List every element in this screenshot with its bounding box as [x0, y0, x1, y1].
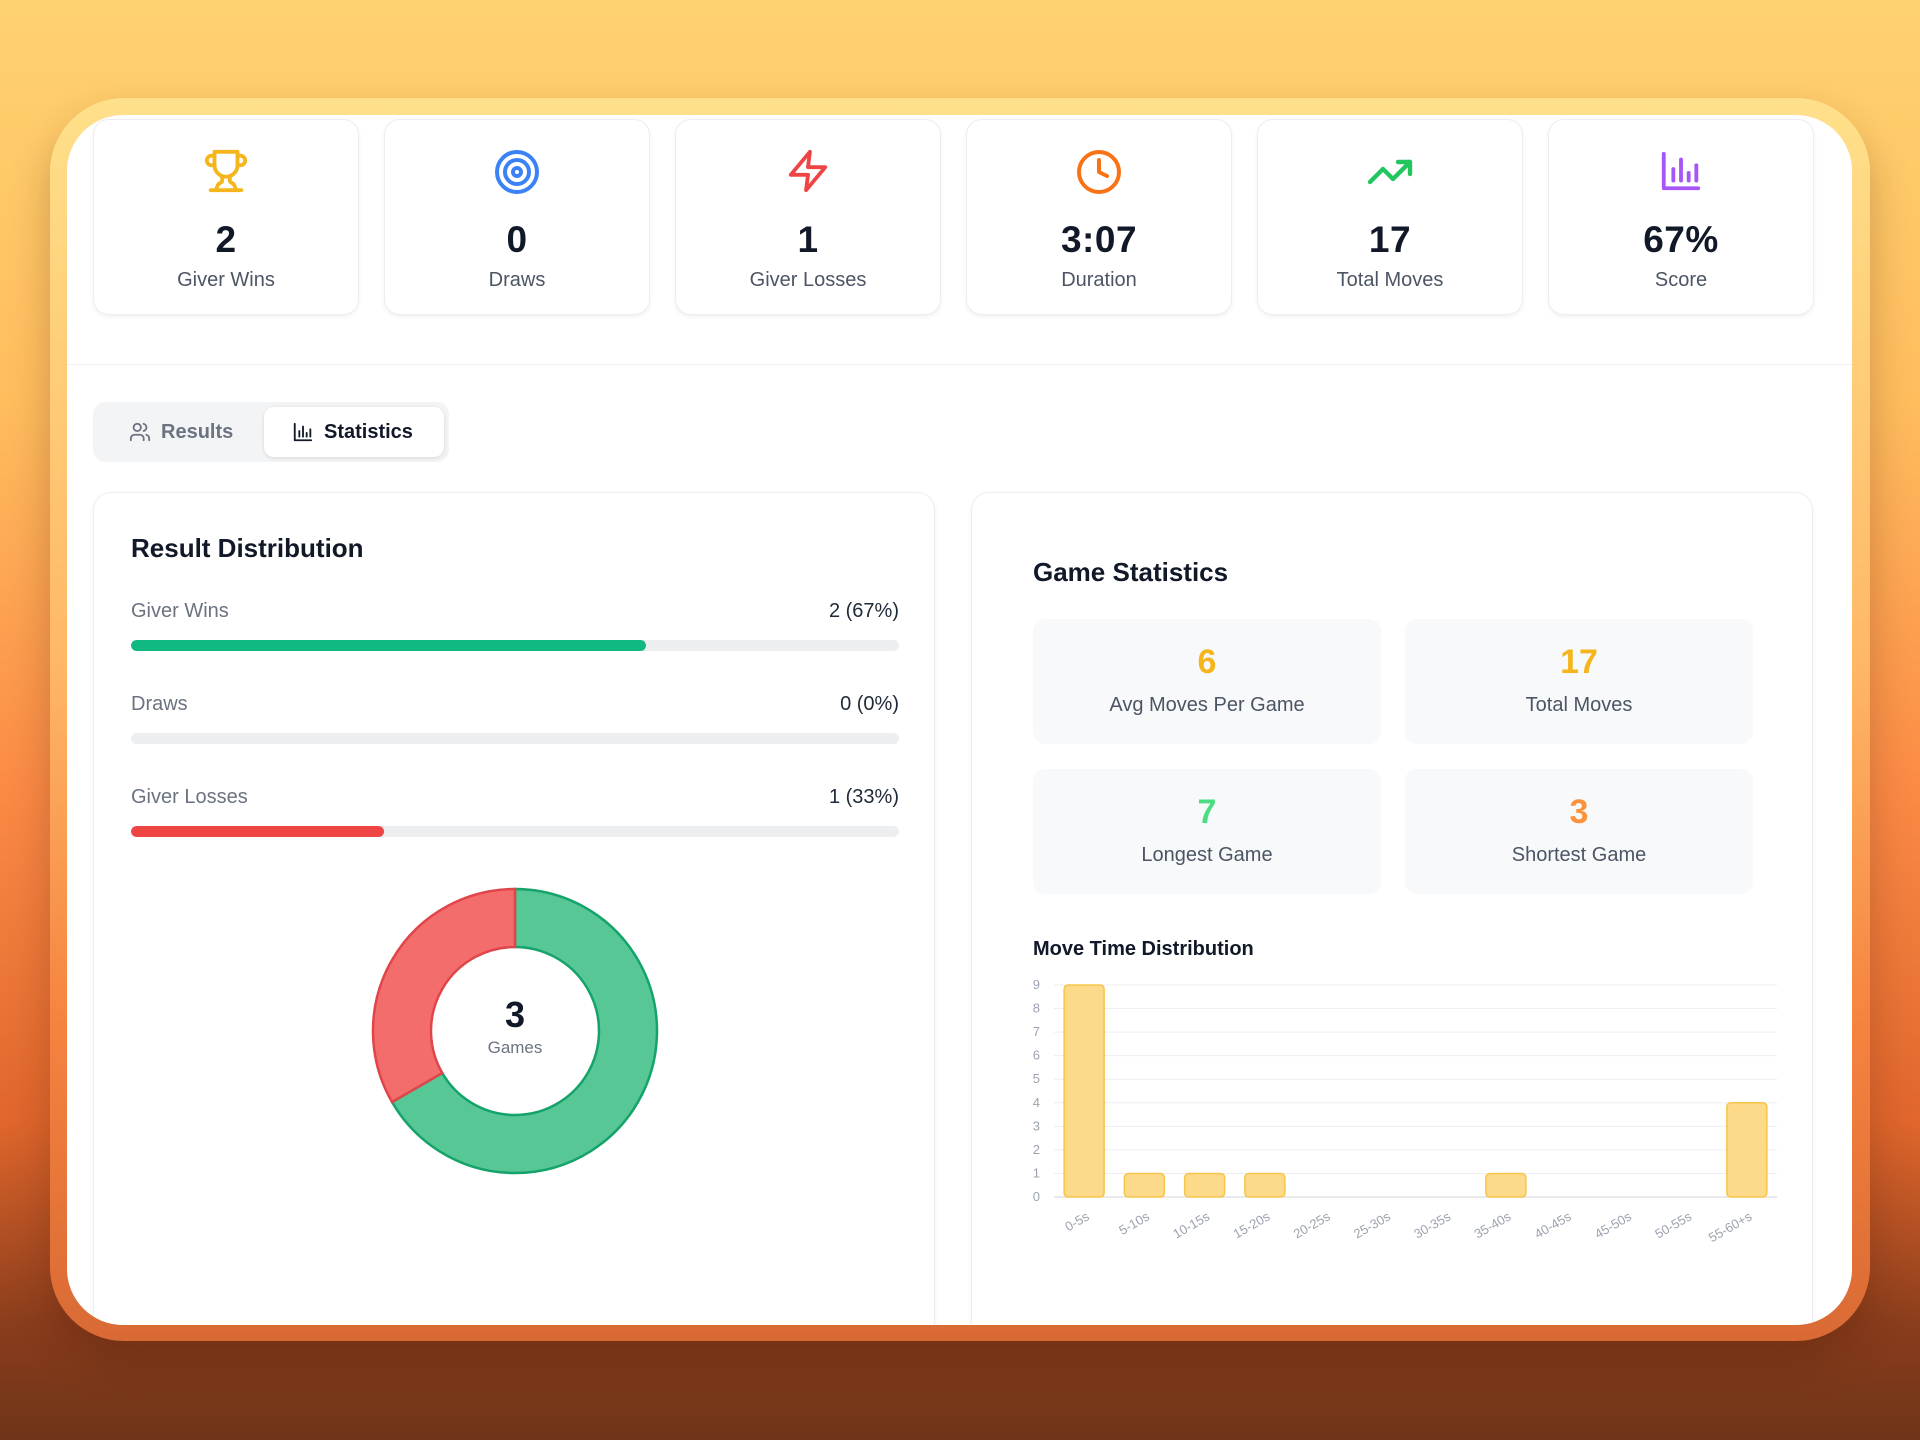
- users-icon: [129, 422, 151, 442]
- dist-label: Giver Wins: [131, 600, 229, 622]
- y-tick-label: 9: [1033, 977, 1040, 992]
- stat-card-giver-wins: 2 Giver Wins: [93, 119, 359, 315]
- bar-0-5s: [1063, 984, 1105, 1198]
- dashboard-panel: 2 Giver Wins 0 Draws 1 Giver Losses: [67, 115, 1852, 1325]
- result-distribution-title: Result Distribution: [131, 533, 364, 563]
- y-tick-label: 6: [1033, 1048, 1040, 1063]
- stat-card-giver-losses: 1 Giver Losses: [675, 119, 941, 315]
- stat-card-score: 67% Score: [1548, 119, 1814, 315]
- tile-label: Shortest Game: [1511, 844, 1647, 866]
- stat-label: Duration: [1061, 269, 1137, 291]
- stat-value: 17: [1368, 219, 1412, 260]
- x-tick-label: 0-5s: [1062, 1208, 1092, 1234]
- stat-label: Score: [1654, 269, 1708, 291]
- stat-value: 1: [797, 219, 819, 260]
- tab-statistics-label: Statistics: [324, 420, 413, 443]
- x-tick-label: 50-55s: [1652, 1208, 1694, 1241]
- game-statistics-title: Game Statistics: [1033, 557, 1229, 587]
- y-tick-label: 7: [1033, 1024, 1040, 1039]
- stat-card-duration: 3:07 Duration: [966, 119, 1232, 315]
- y-tick-label: 2: [1033, 1142, 1040, 1157]
- donut-total: 3: [504, 994, 526, 1035]
- tile-value: 6: [1197, 643, 1217, 681]
- tile-value: 7: [1197, 793, 1217, 831]
- tile-longest-game: 7 Longest Game: [1033, 769, 1381, 894]
- stat-card-total-moves: 17 Total Moves: [1257, 119, 1523, 315]
- dist-label: Giver Losses: [131, 786, 248, 808]
- dist-progress-fill: [131, 826, 385, 837]
- x-tick-label: 25-30s: [1351, 1208, 1393, 1241]
- stat-value: 3:07: [1060, 219, 1138, 260]
- dist-label: Draws: [131, 693, 188, 715]
- move-time-bar-chart: 0 1 2 3 4 5 6 7 8 9 0-5s 5-10s 10-15s 15-20s 20-25s 25-…: [1022, 973, 1782, 1273]
- tile-value: 17: [1560, 643, 1598, 681]
- clock-icon: [1077, 150, 1121, 194]
- y-tick-label: 0: [1033, 1189, 1040, 1204]
- donut-slice-giver-wins: [390, 887, 659, 1175]
- dist-value: 1 (33%): [828, 786, 899, 808]
- y-tick-label: 4: [1033, 1095, 1040, 1110]
- y-tick-label: 8: [1033, 1001, 1040, 1016]
- result-distribution-card: Result Distribution Giver Wins 2 (67%) D…: [93, 492, 935, 1325]
- dist-progress-track: [131, 733, 899, 744]
- tile-value: 3: [1569, 793, 1589, 831]
- dist-progress-track: [131, 640, 899, 651]
- dist-value: 0 (0%): [840, 693, 899, 715]
- stat-label: Giver Wins: [177, 269, 275, 291]
- tile-label: Longest Game: [1141, 844, 1273, 866]
- dist-progress-track: [131, 826, 899, 837]
- tile-total-moves: 17 Total Moves: [1405, 619, 1753, 744]
- bar-chart-icon: [293, 422, 313, 442]
- x-tick-label: 35-40s: [1471, 1208, 1513, 1241]
- donut-svg: [371, 887, 659, 1175]
- x-tick-label: 10-15s: [1170, 1208, 1212, 1241]
- stat-card-draws: 0 Draws: [384, 119, 650, 315]
- x-tick-label: 30-35s: [1411, 1208, 1453, 1241]
- bar-5-10s: [1123, 1172, 1166, 1198]
- summary-stats-row: 2 Giver Wins 0 Draws 1 Giver Losses: [93, 119, 1826, 317]
- game-statistics-card: Game Statistics 6 Avg Moves Per Game 17 …: [971, 492, 1813, 1325]
- bar-10-15s: [1183, 1172, 1226, 1198]
- bar-chart-svg: 0 1 2 3 4 5 6 7 8 9 0-5s 5-10s 10-15s 15-20s 20-25s 25-…: [1033, 977, 1777, 1245]
- stat-label: Giver Losses: [749, 269, 867, 291]
- lightning-icon: [788, 149, 828, 193]
- tile-shortest-game: 3 Shortest Game: [1405, 769, 1753, 894]
- stat-value: 2: [215, 219, 237, 260]
- view-tabs: Results Statistics: [93, 402, 449, 462]
- y-tick-label: 3: [1033, 1118, 1040, 1133]
- donut-label: Games: [487, 1038, 543, 1057]
- games-donut-chart: 3 Games: [370, 886, 660, 1176]
- bar-chart-icon: [1661, 151, 1701, 191]
- tab-results[interactable]: Results: [101, 407, 261, 457]
- x-tick-label: 45-50s: [1592, 1208, 1634, 1241]
- y-tick-label: 1: [1033, 1165, 1040, 1180]
- tile-label: Avg Moves Per Game: [1109, 694, 1305, 716]
- x-tick-label: 40-45s: [1532, 1208, 1574, 1241]
- x-tick-label: 5-10s: [1116, 1208, 1152, 1238]
- stat-value: 0: [506, 219, 528, 260]
- y-tick-label: 5: [1033, 1071, 1040, 1086]
- stat-label: Draws: [488, 269, 546, 291]
- tile-label: Total Moves: [1525, 694, 1633, 716]
- dist-progress-fill: [131, 640, 646, 651]
- tile-avg-moves: 6 Avg Moves Per Game: [1033, 619, 1381, 744]
- bar-55-60+s: [1726, 1102, 1768, 1198]
- x-tick-label: 55-60+s: [1706, 1208, 1755, 1245]
- stat-value: 67%: [1643, 219, 1719, 260]
- trending-up-icon: [1367, 159, 1413, 185]
- x-tick-label: 15-20s: [1230, 1208, 1272, 1241]
- target-icon: [495, 150, 539, 194]
- bar-35-40s: [1485, 1172, 1527, 1198]
- donut-slice-giver-losses: [371, 887, 517, 1104]
- stat-label: Total Moves: [1336, 269, 1444, 291]
- tab-statistics[interactable]: Statistics: [264, 407, 444, 457]
- tab-results-label: Results: [161, 420, 234, 443]
- dist-value: 2 (67%): [828, 600, 899, 622]
- move-time-distribution-title: Move Time Distribution: [1033, 938, 1254, 960]
- trophy-icon: [204, 149, 248, 193]
- x-tick-label: 20-25s: [1291, 1208, 1333, 1241]
- bar-15-20s: [1244, 1172, 1286, 1198]
- section-divider: [67, 364, 1852, 365]
